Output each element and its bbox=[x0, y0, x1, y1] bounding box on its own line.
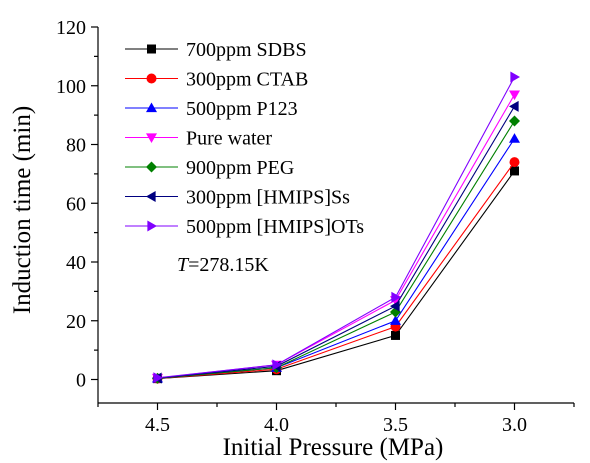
data-point bbox=[391, 330, 400, 340]
series-layer bbox=[152, 71, 520, 384]
series-6 bbox=[153, 71, 520, 384]
y-tick-label: 60 bbox=[66, 193, 86, 215]
temperature-annotation: T=278.15K bbox=[177, 254, 269, 276]
data-point bbox=[509, 157, 520, 168]
data-point bbox=[509, 90, 520, 101]
legend-item: 900ppm PEG bbox=[125, 157, 294, 179]
data-point bbox=[391, 291, 401, 303]
legend-label: Pure water bbox=[186, 128, 272, 150]
legend-marker bbox=[146, 73, 157, 84]
legend-item: 500ppm P123 bbox=[125, 98, 298, 120]
series-line bbox=[157, 76, 515, 379]
y-tick-label: 20 bbox=[66, 311, 86, 333]
data-point bbox=[509, 100, 519, 112]
legend-label: 900ppm PEG bbox=[186, 157, 294, 179]
x-axis-label: Initial Pressure (MPa) bbox=[223, 434, 444, 461]
data-point bbox=[272, 359, 282, 371]
series-4 bbox=[152, 115, 520, 384]
y-tick-label: 40 bbox=[66, 252, 86, 274]
data-point bbox=[509, 115, 520, 127]
data-point bbox=[510, 166, 519, 176]
legend: 700ppm SDBS 300ppm CTAB 500ppm P123 Pure wa… bbox=[125, 39, 364, 238]
legend-item: 300ppm CTAB bbox=[125, 69, 308, 91]
series-line bbox=[157, 161, 515, 380]
series-line bbox=[157, 106, 515, 379]
x-tick-label: 3.0 bbox=[502, 414, 527, 436]
legend-label: 500ppm P123 bbox=[186, 98, 298, 120]
legend-marker bbox=[146, 102, 157, 113]
y-tick-label: 120 bbox=[56, 17, 86, 39]
y-tick-label: 80 bbox=[66, 135, 86, 157]
legend-label: 700ppm SDBS bbox=[186, 39, 307, 61]
legend-marker bbox=[146, 161, 157, 173]
data-point bbox=[390, 315, 401, 325]
legend-item: 300ppm [HMIPS]Ss bbox=[125, 187, 350, 209]
x-tick-label: 4.5 bbox=[145, 414, 170, 436]
data-point bbox=[509, 133, 520, 143]
axes: 0 20 40 60 80 100 120 4.5 4.0 3.5 3.0 bbox=[56, 17, 575, 436]
legend-marker bbox=[146, 133, 157, 143]
y-tick-label: 100 bbox=[56, 76, 86, 98]
x-tick-label: 3.5 bbox=[383, 414, 408, 436]
data-point bbox=[390, 300, 400, 312]
data-point bbox=[153, 372, 163, 384]
y-axis-label: Induction time (min) bbox=[9, 106, 36, 314]
series-line bbox=[157, 170, 515, 380]
legend-label: 500ppm [HMIPS]OTs bbox=[186, 216, 364, 238]
legend-marker bbox=[146, 191, 156, 202]
legend-item: 500ppm [HMIPS]OTs bbox=[125, 216, 364, 238]
legend-item: Pure water bbox=[125, 128, 272, 150]
legend-item: 700ppm SDBS bbox=[125, 39, 307, 61]
legend-marker bbox=[147, 220, 157, 232]
series-line bbox=[157, 120, 515, 379]
legend-marker bbox=[147, 44, 156, 54]
x-tick-label: 4.0 bbox=[264, 414, 289, 436]
data-point bbox=[510, 71, 520, 83]
legend-label: 300ppm [HMIPS]Ss bbox=[186, 187, 350, 209]
y-tick-label: 0 bbox=[76, 370, 86, 392]
legend-label: 300ppm CTAB bbox=[186, 69, 308, 91]
